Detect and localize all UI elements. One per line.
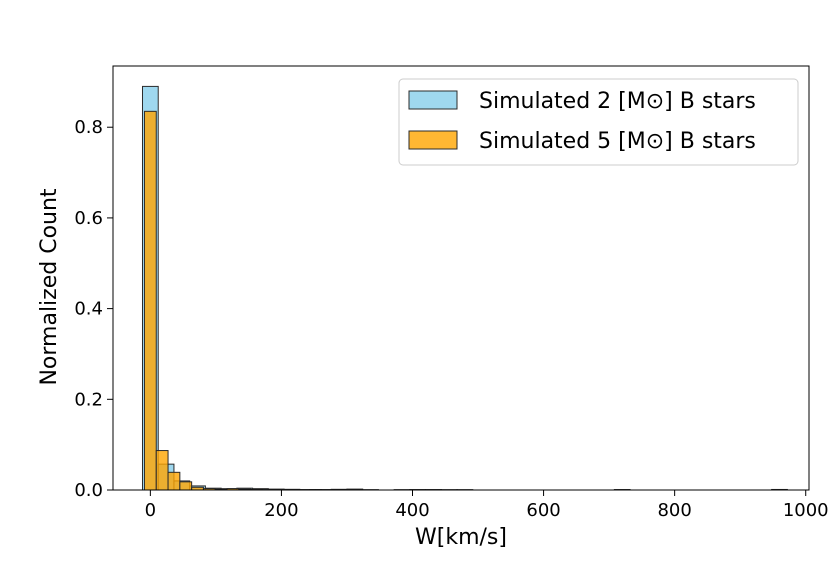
x-tick-label: 1000 (783, 500, 829, 521)
bar-series-2-bin-1 (144, 111, 156, 490)
y-tick-label: 0.0 (74, 480, 103, 501)
bar-series-2-bin-2 (156, 451, 168, 490)
x-tick-label: 200 (264, 500, 298, 521)
y-axis-title: Normalized Count (37, 188, 62, 385)
bar-series-2-bin-3 (168, 472, 180, 490)
y-tick-label: 0.6 (74, 208, 103, 229)
legend-label-series-2: Simulated 5 [M⊙] B stars (479, 129, 756, 154)
y-tick-label: 0.8 (74, 117, 103, 138)
x-axis-title: W[km/s] (415, 525, 507, 550)
legend-swatch-series-2 (409, 131, 457, 149)
legend: Simulated 2 [M⊙] B stars Simulated 5 [M⊙]… (399, 79, 798, 165)
x-tick-label: 600 (526, 500, 560, 521)
series-2-bars (144, 111, 345, 490)
legend-swatch-series-1 (409, 91, 457, 109)
bar-series-2-bin-4 (180, 482, 192, 490)
x-tick-label: 800 (657, 500, 691, 521)
y-tick-label: 0.2 (74, 389, 103, 410)
y-tick-label: 0.4 (74, 299, 103, 320)
legend-label-series-1: Simulated 2 [M⊙] B stars (479, 89, 756, 114)
ticks-layer: 0 200 400 600 800 1000 0.0 0.2 0.4 0.6 0.8 (74, 117, 828, 521)
x-tick-label: 0 (145, 500, 156, 521)
x-tick-label: 400 (395, 500, 429, 521)
